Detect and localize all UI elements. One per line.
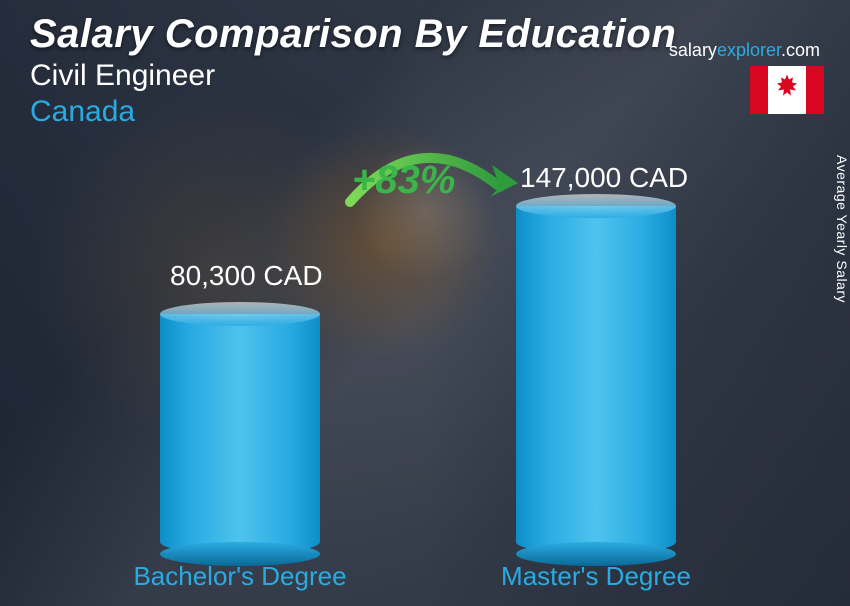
bar-top [160,302,320,326]
country-flag-icon [750,66,824,114]
value-bachelors: 80,300 CAD [170,260,323,292]
bar-body [516,206,676,554]
flag-band-right [806,66,824,114]
value-masters: 147,000 CAD [520,162,688,194]
brand-mid: explorer [717,40,781,60]
maple-leaf-icon [775,75,799,106]
brand-suffix: .com [781,40,820,60]
delta-label: +83% [352,158,455,203]
flag-band-left [750,66,768,114]
country-label: Canada [30,95,820,129]
brand-prefix: salary [669,40,717,60]
brand-label: salaryexplorer.com [669,40,820,61]
bar-body [160,314,320,554]
bar-top [516,194,676,218]
bar-masters [516,206,676,554]
job-subtitle: Civil Engineer [30,59,820,93]
flag-mid [768,66,806,114]
header: Salary Comparison By Education Civil Eng… [30,12,820,129]
bar-bachelors [160,314,320,554]
label-masters: Master's Degree [456,561,736,592]
label-bachelors: Bachelor's Degree [100,561,380,592]
